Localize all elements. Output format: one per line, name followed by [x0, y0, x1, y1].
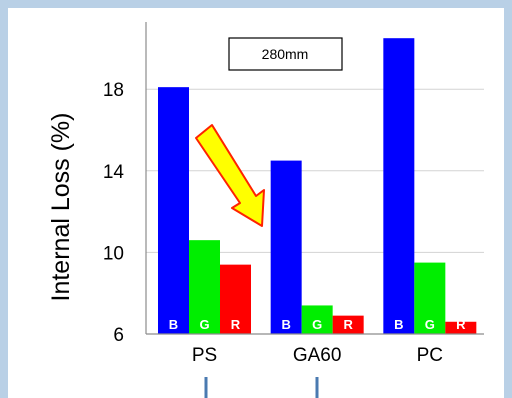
y-tick-label: 14 [103, 162, 125, 183]
legend-frame [228, 37, 343, 71]
bar-letter: B [169, 317, 178, 332]
bar-letter: G [425, 317, 435, 332]
category-label: GA60 [293, 345, 342, 366]
bar-letter: G [199, 317, 209, 332]
bar-G-PS [189, 240, 220, 334]
trend-arrow-shape [195, 124, 265, 227]
connectors [204, 377, 319, 398]
bar-B-PC [383, 38, 415, 334]
bar-R-PS [220, 264, 251, 334]
category-label: PS [192, 345, 217, 366]
bar-B-GA60 [270, 160, 302, 334]
y-axis-label: Internal Loss (%) [47, 113, 75, 302]
y-tick-label: 10 [103, 243, 124, 264]
bar-letter: B [394, 317, 403, 332]
bar-letter: R [343, 317, 353, 332]
axes [145, 22, 484, 335]
bar-R-GA60 [332, 315, 364, 334]
bar-R-PC [445, 321, 477, 334]
y-tick-label: 18 [103, 80, 124, 101]
category-label: PC [417, 345, 443, 366]
legend-label: 280mm [262, 46, 309, 62]
legend-box: 280mm [228, 37, 343, 71]
trend-arrow [195, 124, 265, 227]
bars [158, 38, 477, 334]
bar-letter: G [312, 317, 322, 332]
bar-G-PC [414, 262, 446, 334]
bar-letter: R [456, 317, 466, 332]
y-tick-label: 6 [113, 325, 124, 346]
bar-G-GA60 [301, 305, 333, 334]
bar-letter: R [231, 317, 241, 332]
bar-B-PS [158, 87, 189, 334]
bar-letter: B [281, 317, 290, 332]
